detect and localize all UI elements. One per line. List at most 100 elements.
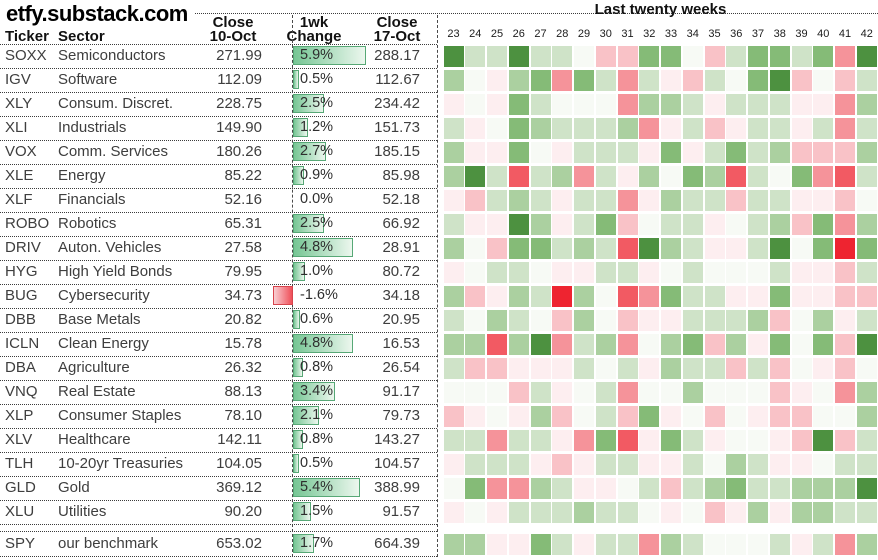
- heatmap-cell: [530, 93, 551, 115]
- change-bar: [292, 70, 299, 89]
- heatmap-cell: [835, 141, 855, 163]
- heatmap-cell: [465, 357, 486, 379]
- heatmap-cell: [487, 357, 507, 379]
- heatmap-cell: [508, 357, 529, 379]
- heatmap-cell: [487, 285, 507, 307]
- sector-cell: Robotics: [58, 215, 117, 232]
- heatmap-cell: [530, 333, 551, 355]
- heatmap-cell: [443, 213, 464, 235]
- heatmap-cell: [465, 309, 486, 331]
- change-bar: [292, 214, 324, 233]
- change-pct-label: 0.8%: [300, 359, 334, 375]
- ticker-cell: SPY: [5, 535, 36, 552]
- heatmap-cell: [856, 533, 877, 555]
- heatmap-cell: [574, 533, 594, 555]
- ticker-cell: XLU: [5, 503, 35, 520]
- week-label-30: 30: [599, 28, 612, 40]
- close-10oct-cell: 15.78: [224, 335, 262, 352]
- heatmap-cell: [813, 213, 834, 235]
- heatmap-cell: [813, 285, 834, 307]
- heatmap-cell: [443, 477, 464, 499]
- heatmap-cell: [813, 237, 834, 259]
- heatmap-cell: [617, 285, 638, 307]
- heatmap-cell: [465, 477, 486, 499]
- close-10oct-cell: 85.22: [224, 167, 262, 184]
- week-label-26: 26: [512, 28, 525, 40]
- sector-cell: 10-20yr Treasuries: [58, 455, 184, 472]
- heatmap-cell: [530, 429, 551, 451]
- close-17oct-cell: 66.92: [382, 215, 420, 232]
- heatmap-cell: [552, 213, 573, 235]
- heatmap-cell: [704, 429, 725, 451]
- heatmap-cell: [639, 141, 660, 163]
- heatmap-cell: [835, 93, 855, 115]
- heatmap-cell: [813, 333, 834, 355]
- heatmap-cell: [856, 309, 877, 331]
- heatmap-cell: [465, 333, 486, 355]
- heatmap-cell: [835, 533, 855, 555]
- heatmap-cell: [617, 381, 638, 403]
- week-label-37: 37: [751, 28, 765, 40]
- close-17oct-cell: 85.98: [382, 167, 420, 184]
- heatmap-cell: [704, 261, 725, 283]
- heatmap-cell: [443, 45, 464, 67]
- heatmap-cell: [748, 333, 768, 355]
- heatmap-cell: [508, 533, 529, 555]
- change-bar: [292, 502, 312, 521]
- change-pct-label: 1.7%: [300, 535, 334, 551]
- heatmap-cell: [791, 213, 812, 235]
- week-label-25: 25: [490, 28, 504, 40]
- heatmap-cell: [595, 213, 616, 235]
- heatmap-cell: [769, 45, 790, 67]
- row-separator: [0, 260, 437, 261]
- heatmap-cell: [682, 69, 703, 91]
- week-label-29: 29: [577, 28, 591, 40]
- heatmap-cell: [682, 117, 703, 139]
- heatmap-cell: [617, 453, 638, 475]
- heatmap-cell: [443, 285, 464, 307]
- change-bar: [292, 94, 324, 113]
- heatmap-cell: [791, 261, 812, 283]
- heatmap-cell: [835, 213, 855, 235]
- heatmap-cell: [769, 477, 790, 499]
- change-bar: [292, 382, 335, 401]
- change-pct-label: 0.5%: [300, 455, 334, 471]
- heatmap-cell: [748, 93, 768, 115]
- change-pct-label: 1.5%: [300, 503, 334, 519]
- heatmap-cell: [769, 189, 790, 211]
- heatmap-cell: [726, 533, 747, 555]
- heatmap-cell: [639, 333, 660, 355]
- close-17oct-cell: 234.42: [374, 95, 420, 112]
- sector-cell: Financials: [58, 191, 126, 208]
- heatmap-cell: [791, 141, 812, 163]
- heatmap-cell: [835, 165, 855, 187]
- sector-cell: Software: [58, 71, 118, 88]
- row-separator: [0, 428, 437, 429]
- close-10oct-cell: 149.90: [216, 119, 262, 136]
- heatmap-cell: [813, 477, 834, 499]
- change-bar: [292, 46, 367, 65]
- heatmap-cell: [661, 429, 681, 451]
- heatmap-cell: [443, 309, 464, 331]
- row-separator: [0, 452, 437, 453]
- heatmap-cell: [574, 189, 594, 211]
- row-separator: [0, 380, 437, 381]
- heatmap-cell: [682, 213, 703, 235]
- ticker-cell: IGV: [5, 71, 31, 88]
- heatmap-cell: [813, 309, 834, 331]
- change-bar: [292, 310, 300, 329]
- heatmap-cell: [487, 237, 507, 259]
- heatmap-cell: [748, 213, 768, 235]
- heatmap-cell: [813, 405, 834, 427]
- week-label-32: 32: [643, 28, 656, 40]
- change-bar: [292, 534, 314, 553]
- heatmap-cell: [835, 237, 855, 259]
- heatmap-cell: [856, 45, 877, 67]
- heatmap-cell: [769, 333, 790, 355]
- heatmap-cell: [465, 165, 486, 187]
- heatmap-cell: [661, 261, 681, 283]
- close-17oct-cell: 104.57: [374, 455, 420, 472]
- heatmap-cell: [574, 381, 594, 403]
- sector-cell: Industrials: [58, 119, 127, 136]
- close-10oct-cell: 34.73: [224, 287, 262, 304]
